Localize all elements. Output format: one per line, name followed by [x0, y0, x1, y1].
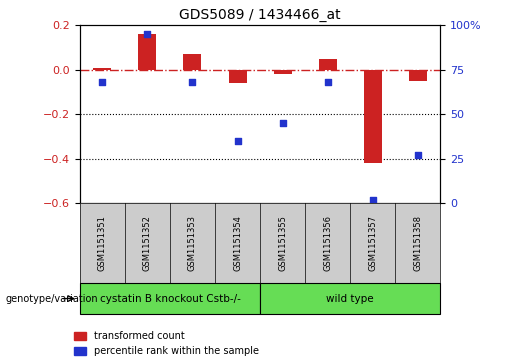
Point: [369, 197, 377, 203]
Point: [279, 120, 287, 126]
Title: GDS5089 / 1434466_at: GDS5089 / 1434466_at: [179, 8, 341, 22]
Point: [98, 79, 107, 85]
Text: GSM1151356: GSM1151356: [323, 215, 332, 271]
Text: GSM1151353: GSM1151353: [188, 215, 197, 271]
Point: [143, 31, 151, 37]
Bar: [364, 70, 382, 163]
Bar: [273, 70, 291, 74]
Text: GSM1151358: GSM1151358: [414, 215, 422, 271]
Text: GSM1151354: GSM1151354: [233, 215, 242, 271]
Bar: [409, 70, 427, 81]
Legend: transformed count, percentile rank within the sample: transformed count, percentile rank withi…: [74, 331, 259, 356]
Point: [414, 152, 422, 158]
Bar: [183, 54, 201, 70]
Bar: [80, 283, 260, 314]
Bar: [139, 34, 157, 70]
Text: GSM1151357: GSM1151357: [368, 215, 377, 271]
Point: [323, 79, 332, 85]
Point: [188, 79, 197, 85]
Text: genotype/variation: genotype/variation: [5, 294, 98, 303]
Text: cystatin B knockout Cstb-/-: cystatin B knockout Cstb-/-: [99, 294, 241, 303]
Bar: [229, 70, 247, 83]
Bar: [319, 59, 337, 70]
Bar: [93, 68, 111, 70]
Text: GSM1151352: GSM1151352: [143, 215, 152, 271]
Point: [233, 138, 242, 144]
Bar: [260, 283, 440, 314]
Text: GSM1151355: GSM1151355: [278, 215, 287, 271]
Text: wild type: wild type: [327, 294, 374, 303]
Text: GSM1151351: GSM1151351: [98, 215, 107, 271]
